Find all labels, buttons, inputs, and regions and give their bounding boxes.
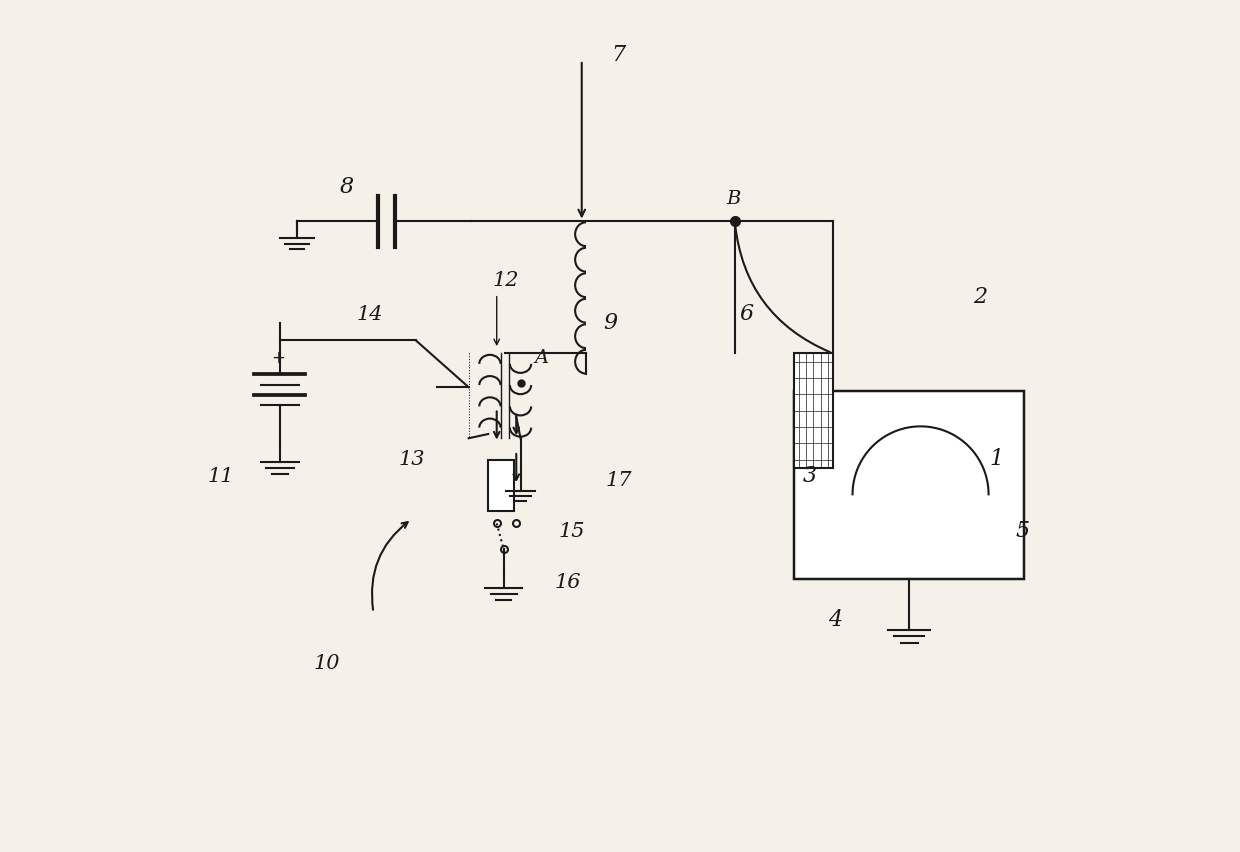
Text: 6: 6 <box>739 302 753 325</box>
Text: 7: 7 <box>611 43 626 66</box>
Bar <box>489 460 513 511</box>
Text: 13: 13 <box>399 449 425 469</box>
Text: 12: 12 <box>492 271 520 290</box>
Text: B: B <box>727 189 740 208</box>
Bar <box>795 354 832 469</box>
Text: 16: 16 <box>554 573 582 591</box>
Text: 5: 5 <box>1016 520 1029 541</box>
Text: 2: 2 <box>973 286 987 308</box>
Text: 3: 3 <box>802 464 817 486</box>
Text: 17: 17 <box>605 470 632 489</box>
Bar <box>795 392 1024 579</box>
Text: 14: 14 <box>356 305 383 324</box>
Text: +: + <box>272 348 285 366</box>
Text: 11: 11 <box>207 466 234 485</box>
Text: A: A <box>534 348 549 366</box>
Text: 15: 15 <box>559 521 585 540</box>
Text: 10: 10 <box>314 653 341 672</box>
Text: 8: 8 <box>340 176 353 198</box>
Text: 4: 4 <box>828 608 842 630</box>
Text: 9: 9 <box>603 311 618 333</box>
Text: 1: 1 <box>990 447 1004 469</box>
